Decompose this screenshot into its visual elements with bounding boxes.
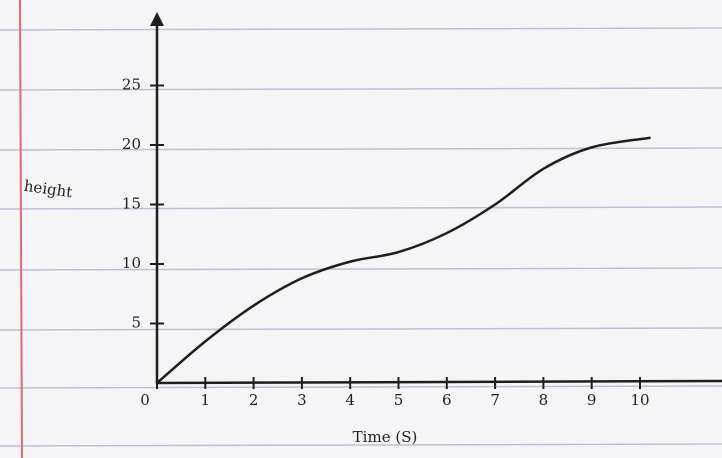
x-tick-label: 4 bbox=[345, 391, 355, 409]
x-tick-label: 0 bbox=[140, 391, 150, 409]
margin-line bbox=[19, 0, 23, 458]
x-tick-label: 8 bbox=[539, 391, 549, 409]
x-axis-label: Time (S) bbox=[353, 428, 418, 446]
x-tick-label: 9 bbox=[587, 391, 597, 409]
paper-rules bbox=[0, 27, 722, 447]
x-tick-label: 6 bbox=[442, 391, 452, 409]
x-tick-label: 3 bbox=[297, 391, 307, 409]
x-axis bbox=[156, 379, 722, 385]
x-tick-label: 5 bbox=[394, 391, 404, 409]
y-axis-arrow bbox=[150, 12, 164, 26]
data-line bbox=[155, 136, 651, 385]
y-tick-label: 25 bbox=[122, 76, 141, 94]
y-tick-label: 10 bbox=[122, 254, 141, 272]
y-tick-label: 5 bbox=[131, 314, 141, 332]
y-tick-label: 20 bbox=[122, 135, 141, 153]
x-tick-label: 7 bbox=[490, 391, 500, 409]
x-tick-label: 2 bbox=[249, 391, 259, 409]
y-tick-label: 15 bbox=[122, 195, 141, 213]
x-tick-label: 10 bbox=[630, 391, 649, 409]
x-tick-label: 1 bbox=[201, 391, 211, 409]
